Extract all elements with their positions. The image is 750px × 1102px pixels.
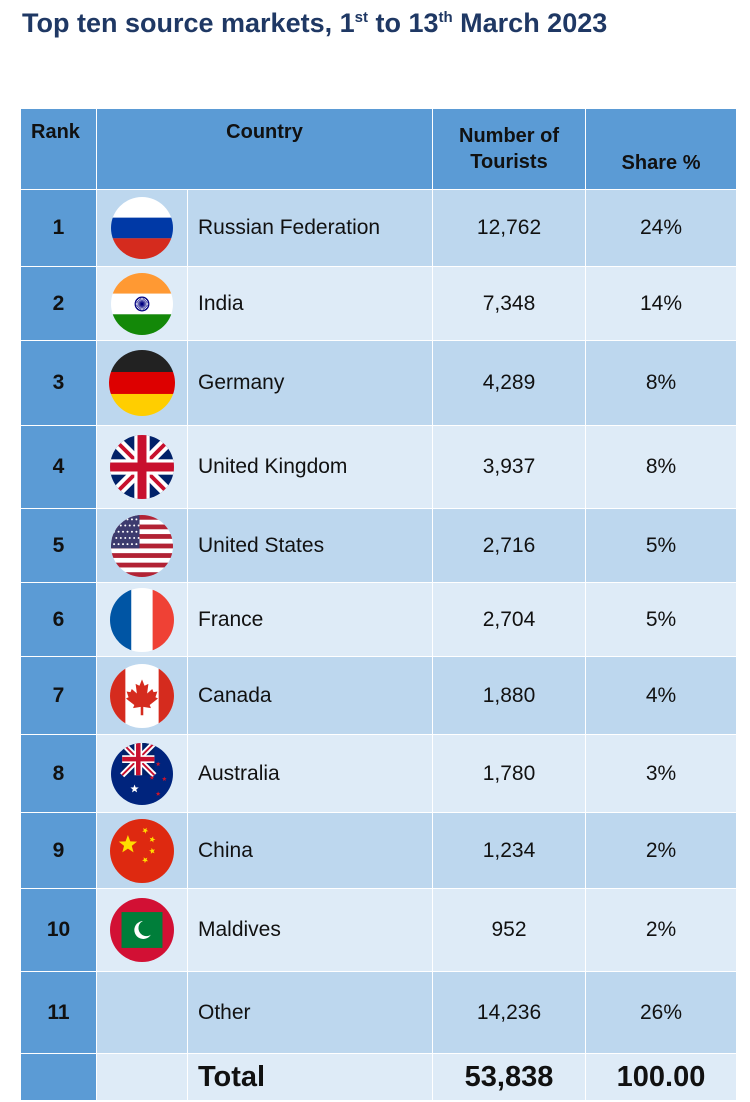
table-row: 8 Australia 1,780 3% (20, 734, 738, 813)
rank-cell: 5 (20, 508, 97, 583)
header-rank: Rank (20, 108, 97, 190)
country-cell: United States (186, 508, 434, 583)
rank-cell: 11 (20, 971, 97, 1054)
flag-cell (96, 888, 188, 972)
total-label: Total (186, 1053, 434, 1101)
flag-cell (96, 425, 188, 509)
flag-cell (96, 340, 188, 426)
flag-cell (96, 582, 188, 657)
total-share: 100.00 (585, 1053, 738, 1101)
flag-cell (96, 734, 188, 813)
flag-cell (96, 508, 188, 583)
page-title: Top ten source markets, 1st to 13th Marc… (22, 8, 608, 38)
rank-cell (20, 1053, 97, 1101)
flag-cell (96, 812, 188, 889)
tourists-cell: 2,716 (432, 508, 587, 583)
share-cell: 8% (585, 425, 738, 509)
tourists-cell: 14,236 (432, 971, 587, 1054)
tourists-cell: 2,704 (432, 582, 587, 657)
table-row: 9 China 1,234 2% (20, 812, 738, 889)
rank-cell: 10 (20, 888, 97, 972)
table-row: 11 Other 14,236 26% (20, 971, 738, 1054)
rank-cell: 1 (20, 189, 97, 267)
table-row: 1 Russian Federation 12,762 24% (20, 189, 738, 267)
tourists-cell: 4,289 (432, 340, 587, 426)
flag-cell (96, 266, 188, 341)
header-country: Country (95, 108, 434, 190)
country-cell: Germany (186, 340, 434, 426)
table-row: 6 France 2,704 5% (20, 582, 738, 657)
tourists-cell: 3,937 (432, 425, 587, 509)
country-cell: United Kingdom (186, 425, 434, 509)
share-cell: 4% (585, 656, 738, 735)
header-share: Share % (585, 108, 738, 190)
russia-flag-icon (111, 197, 173, 259)
tourists-cell: 7,348 (432, 266, 587, 341)
share-cell: 5% (585, 582, 738, 657)
tourists-cell: 1,880 (432, 656, 587, 735)
rank-cell: 6 (20, 582, 97, 657)
rank-cell: 7 (20, 656, 97, 735)
share-cell: 14% (585, 266, 738, 341)
flag-cell (96, 189, 188, 267)
flag-cell (96, 971, 188, 1054)
table-row: 10 Maldives 952 2% (20, 888, 738, 972)
share-cell: 5% (585, 508, 738, 583)
france-flag-icon (110, 587, 174, 652)
country-cell: France (186, 582, 434, 657)
source-markets-table: Rank Country Number of Tourists Share % … (20, 108, 738, 1101)
uk-flag-icon (110, 435, 174, 499)
country-cell: India (186, 266, 434, 341)
tourists-cell: 1,780 (432, 734, 587, 813)
china-flag-icon (110, 818, 174, 883)
share-cell: 2% (585, 888, 738, 972)
share-cell: 26% (585, 971, 738, 1054)
share-cell: 3% (585, 734, 738, 813)
total-row: Total 53,838 100.00 (20, 1053, 738, 1101)
maldives-flag-icon (110, 898, 174, 962)
rank-cell: 4 (20, 425, 97, 509)
india-flag-icon (111, 272, 173, 335)
country-cell: Russian Federation (186, 189, 434, 267)
rank-cell: 2 (20, 266, 97, 341)
country-cell: China (186, 812, 434, 889)
tourists-cell: 12,762 (432, 189, 587, 267)
table-row: 5 United States 2,716 5% (20, 508, 738, 583)
table-row: 4 United Kingdom 3,937 8% (20, 425, 738, 509)
flag-cell (96, 656, 188, 735)
table-row: 7 Canada 1,880 4% (20, 656, 738, 735)
share-cell: 24% (585, 189, 738, 267)
usa-flag-icon (111, 514, 173, 577)
country-cell: Canada (186, 656, 434, 735)
country-cell: Other (186, 971, 434, 1054)
germany-flag-icon (109, 350, 175, 416)
rank-cell: 9 (20, 812, 97, 889)
tourists-cell: 1,234 (432, 812, 587, 889)
country-cell: Maldives (186, 888, 434, 972)
share-cell: 8% (585, 340, 738, 426)
country-cell: Australia (186, 734, 434, 813)
table-row: 2 India 7,348 14% (20, 266, 738, 341)
australia-flag-icon (111, 742, 173, 805)
total-tourists: 53,838 (432, 1053, 587, 1101)
header-number-of-tourists: Number of Tourists (432, 108, 587, 190)
flag-cell (96, 1053, 188, 1101)
tourists-cell: 952 (432, 888, 587, 972)
canada-flag-icon (110, 663, 174, 728)
share-cell: 2% (585, 812, 738, 889)
rank-cell: 3 (20, 340, 97, 426)
rank-cell: 8 (20, 734, 97, 813)
table-header-row: Rank Country Number of Tourists Share % (20, 108, 738, 190)
table-row: 3 Germany 4,289 8% (20, 340, 738, 426)
